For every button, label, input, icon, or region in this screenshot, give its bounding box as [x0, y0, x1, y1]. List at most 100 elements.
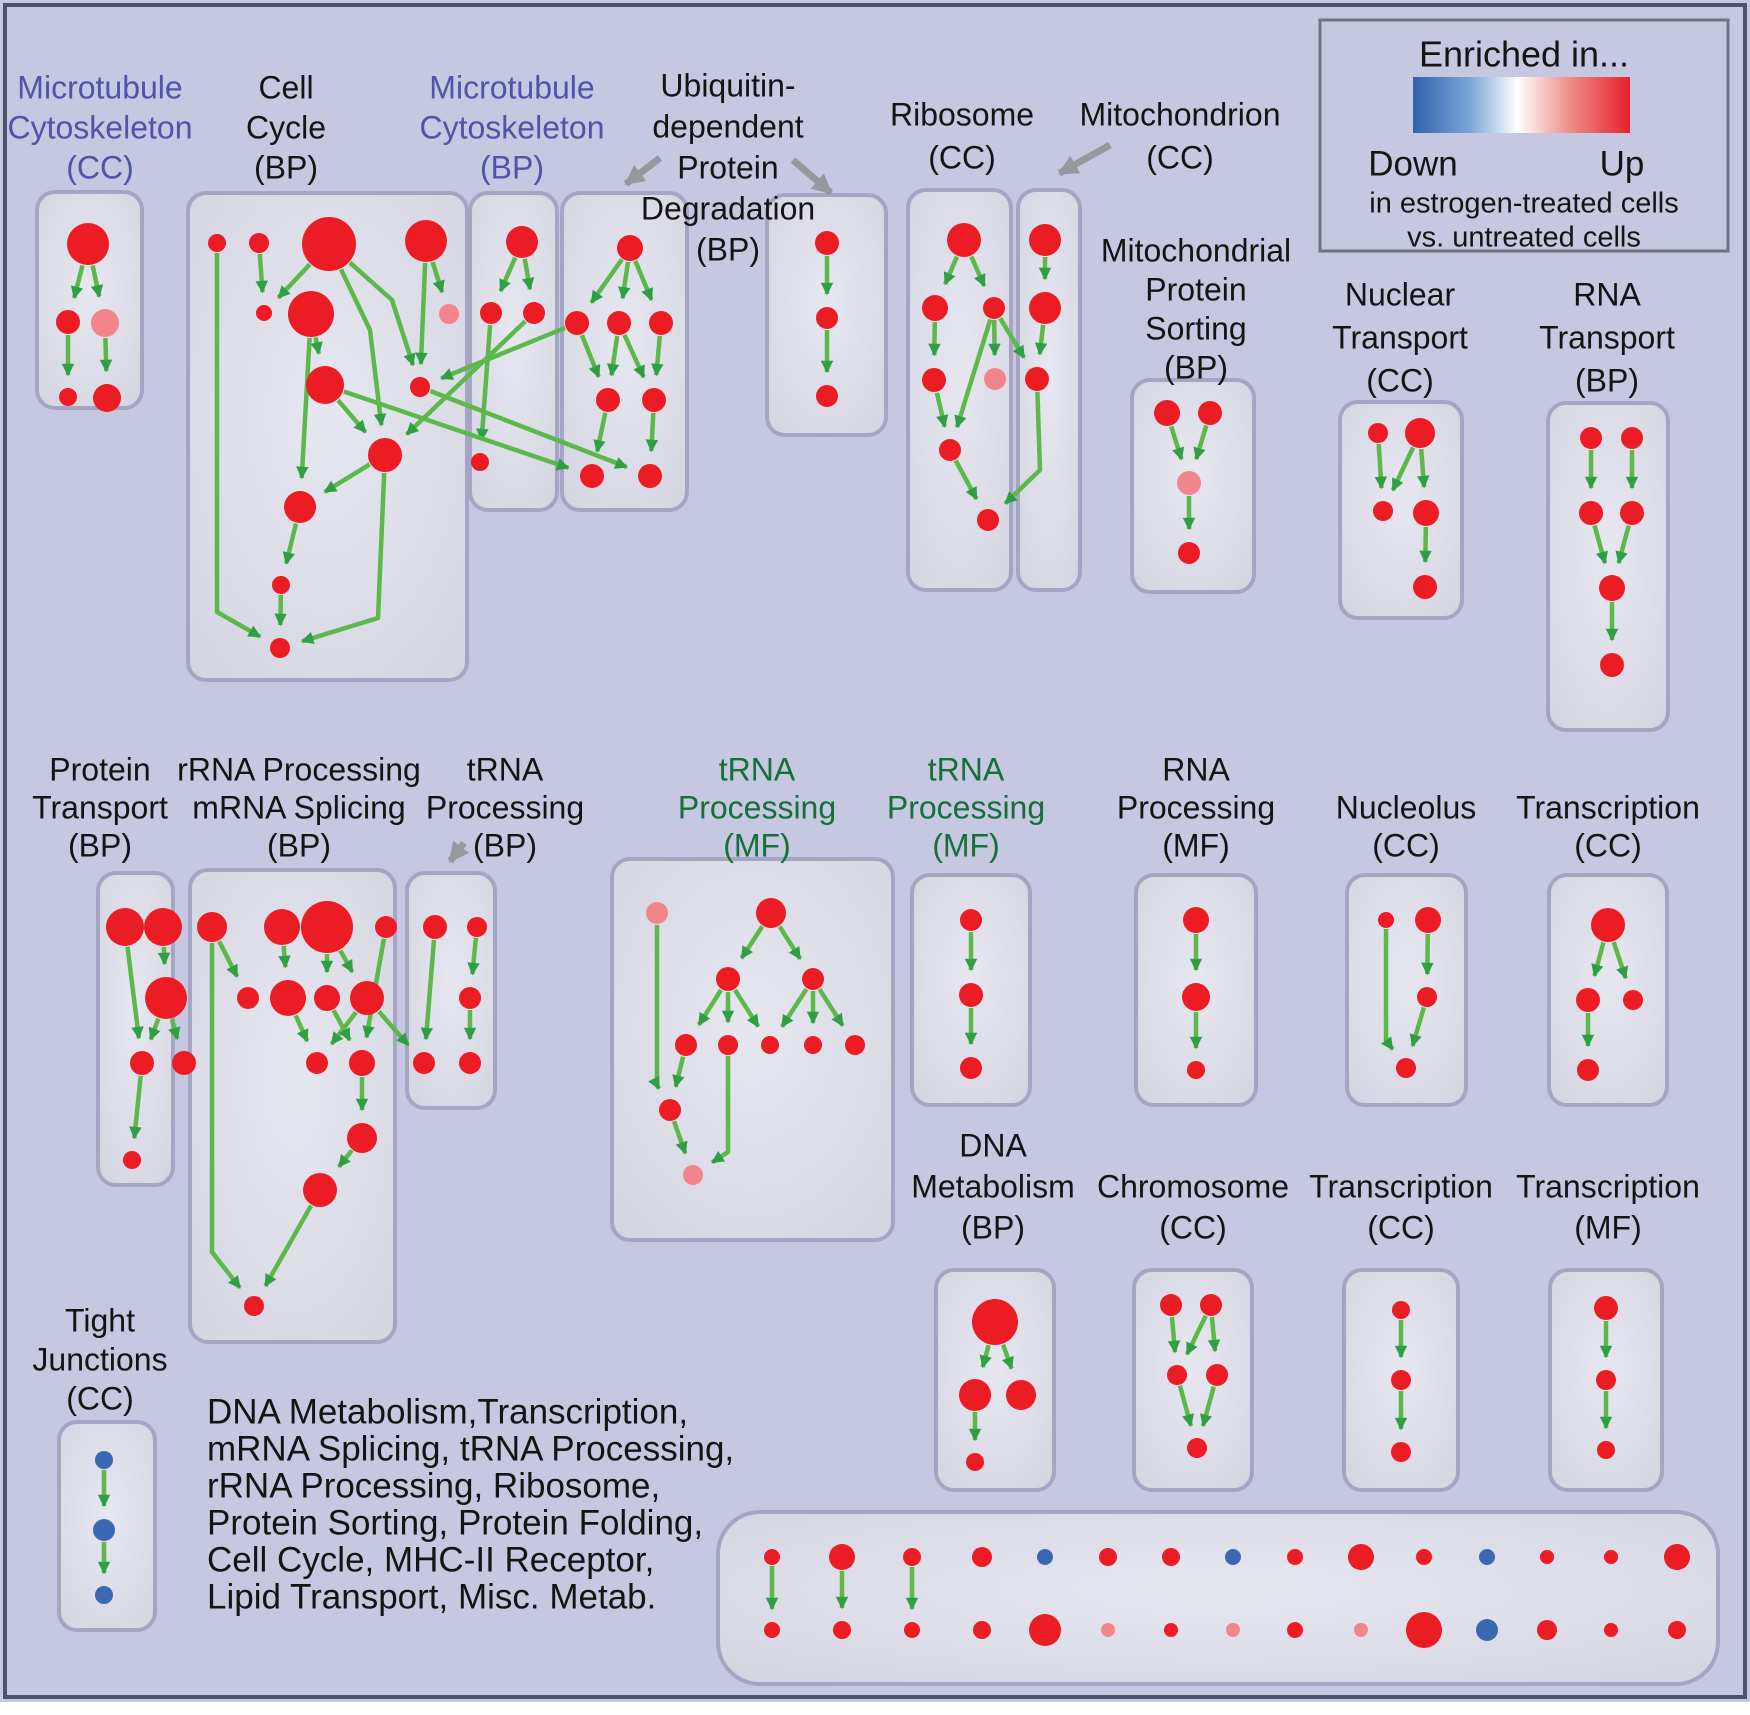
edge-c6-c11 [296, 337, 312, 480]
node-i2-red [1596, 1370, 1616, 1390]
node-q5-red [1413, 575, 1437, 599]
node-c13-red [270, 638, 290, 658]
edge-w2-w3 [739, 925, 765, 960]
node-w9-red [845, 1035, 865, 1055]
group-label-nucleolus-cc-line0: Nucleolus [1336, 789, 1477, 825]
edge-layer [61, 253, 1639, 1575]
misc-node-top-col3-red [972, 1547, 992, 1567]
edge-s3-s5 [1592, 524, 1608, 565]
node-u6-red [642, 388, 666, 412]
node-t4-red [130, 1051, 154, 1075]
node-y3-red [1187, 1061, 1205, 1079]
node-s6-red [1600, 653, 1624, 677]
edge-u1-u3 [618, 261, 631, 300]
node-u3-red [607, 311, 631, 335]
group-label-mt-cytoskeleton-cc-line2: (CC) [66, 149, 134, 185]
node-g8-red [350, 981, 384, 1015]
node-c11-red [284, 491, 316, 523]
group-label-mito-protein-sorting-line1: Protein [1145, 271, 1246, 307]
edge-r3-r5 [988, 319, 1001, 357]
node-u2-red [565, 311, 589, 335]
node-c8-red [306, 366, 344, 404]
edge-a3-a5 [99, 337, 113, 373]
group-label-trna-processing-bp-line0: tRNA [467, 751, 544, 787]
group-label-mito-protein-sorting-line3: (BP) [1164, 349, 1228, 385]
group-label-cell-cycle-line2: (BP) [254, 149, 318, 185]
node-e1-red [1160, 1294, 1182, 1316]
node-a3-pink [91, 309, 119, 337]
misc-node-bottom-col12-red [1537, 1620, 1557, 1640]
node-z4-red [1396, 1058, 1416, 1078]
edge-w2-w4 [777, 925, 802, 961]
edge-t2-t3 [157, 946, 171, 966]
group-label-ubiquitin-degradation-line0: Ubiquitin- [660, 67, 795, 103]
group-label-ribosome-cc-line0: Ribosome [890, 96, 1034, 132]
edge-r4-r6 [934, 392, 949, 428]
edge-r3-k3 [998, 317, 1026, 359]
node-w7-red [761, 1036, 779, 1054]
edge-c10-c13 [300, 472, 387, 644]
edge-g1-g5 [217, 940, 240, 978]
misc-node-bottom-col1-red [833, 1621, 851, 1639]
edge-u6-u8 [645, 412, 659, 453]
group-label-chromosome-cc-line0: Chromosome [1097, 1168, 1289, 1204]
group-label-tight-junctions-line2: (CC) [66, 1380, 134, 1416]
edge-a1-a2 [70, 264, 85, 300]
group-label-trna-processing-bp-line1: Processing [426, 789, 584, 825]
misc-node-top-col6-red [1162, 1548, 1180, 1566]
edge-g12-g13 [263, 1204, 314, 1288]
node-v2-red [816, 307, 838, 329]
arrow-to-trna-bp-box-icon [447, 840, 470, 864]
node-a2-red [56, 310, 80, 334]
node-q3-red [1373, 501, 1393, 521]
misc-node-bottom-col4-red [1029, 1614, 1061, 1646]
node-k1-red [1029, 224, 1061, 256]
group-label-dna-metabolism-line2: (BP) [961, 1209, 1025, 1245]
node-v1-red [815, 231, 839, 255]
group-box-chromosome-cc [1132, 1268, 1254, 1492]
node-y1-red [1183, 907, 1209, 933]
node-k2-red [1029, 292, 1061, 324]
node-t1-red [106, 908, 144, 946]
edge-w4-w7 [780, 987, 809, 1028]
group-box-rna-transport [1546, 401, 1670, 732]
edge-a1-a3 [90, 265, 104, 298]
node-m2-red [480, 302, 502, 324]
misc-node-top-col4-blue [1037, 1549, 1053, 1565]
edge-g11-g12 [337, 1148, 354, 1169]
group-label-ribosome-cc-line1: (CC) [928, 139, 996, 175]
group-label-ubiquitin-degradation-line1: dependent [652, 108, 803, 144]
group-label-transcription-cc-a-line0: Transcription [1516, 789, 1700, 825]
node-y2-red [1182, 983, 1210, 1011]
edge-c2-c5 [255, 253, 268, 294]
node-s2-red [1621, 427, 1643, 449]
node-g7-red [314, 985, 340, 1011]
group-label-protein-transport-line2: (BP) [68, 827, 132, 863]
edge-u1-u4 [633, 260, 654, 302]
group-label-nucleolus-cc-line1: (CC) [1372, 827, 1440, 863]
edge-c9-u8 [429, 388, 628, 470]
misc-note-line3: Protein Sorting, Protein Folding, [207, 1503, 703, 1542]
legend-gradient-bar [1413, 77, 1630, 133]
edge-g6-g9 [293, 1014, 310, 1043]
box-layer [35, 188, 1720, 1686]
misc-note-line2: rRNA Processing, Ribosome, [207, 1466, 660, 1505]
group-label-rrna-processing-mrna-splicing-line0: rRNA Processing [177, 751, 421, 787]
misc-node-top-col8-red [1287, 1549, 1303, 1565]
node-h3-red [459, 987, 481, 1009]
node-m1-red [506, 226, 538, 258]
group-label-rna-transport-line2: (BP) [1575, 362, 1639, 398]
node-a4-red [59, 388, 77, 406]
group-box-nuclear-transport [1338, 400, 1464, 620]
node-j3-blue [95, 1586, 113, 1604]
misc-node-top-col12-red [1540, 1550, 1554, 1564]
node-tc1-red [1591, 908, 1625, 942]
node-x3-red [960, 1057, 982, 1079]
misc-panel-dots [764, 1544, 1690, 1648]
node-d1-red [972, 1299, 1018, 1345]
node-g2-red [264, 909, 300, 945]
misc-node-top-col11-blue [1479, 1549, 1495, 1565]
node-g4-red [375, 916, 397, 938]
edge-k3-r7 [1003, 391, 1043, 506]
